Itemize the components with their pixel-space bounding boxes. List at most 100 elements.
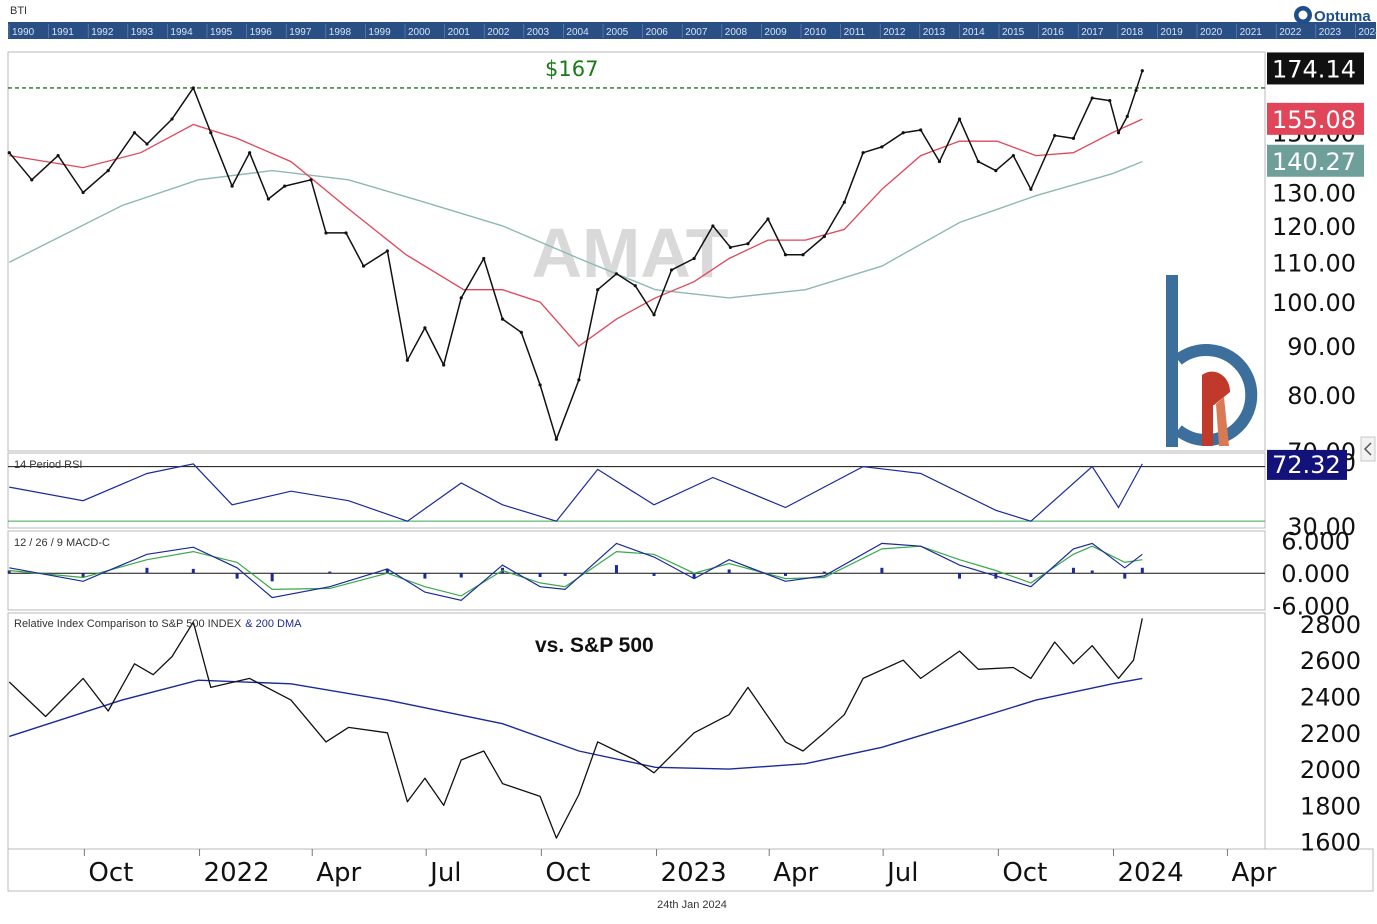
price-point [801, 253, 805, 257]
panel-scroll-handle[interactable] [1360, 436, 1376, 462]
timeline-bar[interactable] [8, 22, 1376, 39]
timeline-year-label: 2017 [1081, 27, 1104, 38]
price-point [309, 178, 313, 182]
relative-y-tick-label: 2200 [1300, 720, 1361, 748]
timeline-year-label: 2021 [1240, 27, 1263, 38]
relative-y-tick-label: 2800 [1300, 611, 1361, 639]
y-axes: 70.0080.0090.00100.00110.00120.00130.001… [1267, 52, 1364, 857]
ma200-badge-bg [1267, 144, 1364, 177]
macd-y-tick-label: 0.000 [1281, 560, 1350, 588]
x-tick-label: Apr [1231, 858, 1276, 888]
timeline-year-label: 2016 [1042, 27, 1065, 38]
price-point [633, 284, 637, 288]
x-tick-label: Jul [885, 858, 918, 888]
price-point [519, 330, 523, 334]
price-point [283, 184, 287, 188]
relative-y-tick-label: 1600 [1300, 829, 1361, 857]
price-point [324, 231, 328, 235]
timeline-year-label: 2002 [487, 27, 510, 38]
price-point [994, 169, 998, 173]
timeline-year-label: 2000 [408, 27, 431, 38]
price-point [442, 363, 446, 367]
rsi-panel [8, 463, 1265, 522]
price-point [711, 224, 715, 228]
price-point [1116, 131, 1121, 135]
price-point [30, 178, 34, 182]
rsi-last-badge-bg [1267, 449, 1347, 480]
timeline-year-label: 2020 [1200, 27, 1223, 38]
price-point [170, 117, 174, 121]
price-point [361, 264, 366, 268]
price-point [766, 217, 770, 221]
timeline-year-label: 1998 [329, 27, 352, 38]
price-point [500, 317, 505, 321]
price-panel [7, 69, 1265, 441]
timeline-year-label: 2009 [764, 27, 787, 38]
price-point [652, 313, 656, 317]
x-tick-label: Oct [1002, 858, 1047, 888]
price-point [56, 154, 60, 158]
price-point [344, 231, 348, 235]
x-axis: Oct 2022 Apr Jul Oct 2023 Apr Jul Oct 2024 Apr [83, 849, 1277, 888]
price-point [266, 197, 271, 201]
price-point [1029, 187, 1033, 191]
price-point [405, 358, 409, 362]
macd-y-tick-label: 6.000 [1281, 528, 1350, 556]
price-point [459, 296, 463, 300]
price-point [842, 200, 846, 204]
macd-panel-frame [7, 530, 1266, 611]
timeline-year-label: 1995 [210, 27, 233, 38]
relative-y-tick-label: 2000 [1300, 756, 1361, 784]
timeline-year-label: 2006 [646, 27, 669, 38]
price-point [106, 169, 110, 173]
optuma-logo-inner [1298, 10, 1308, 20]
price-point [538, 383, 542, 387]
timeline-year-label: 2015 [1002, 27, 1025, 38]
price-y-tick-label: 90.00 [1287, 333, 1356, 361]
relative-y-tick-label: 1800 [1300, 792, 1361, 820]
macd-title: 12 / 26 / 9 MACD-C [14, 537, 110, 549]
timeline-year-label: 2005 [606, 27, 629, 38]
timeline-year-label: 2001 [448, 27, 471, 38]
price-point [132, 131, 137, 135]
price-point [1140, 69, 1144, 73]
price-point [1125, 114, 1129, 118]
timeline-year-label: 2013 [923, 27, 946, 38]
timeline-year-label: 2024 [1358, 27, 1377, 38]
footer-date: 24th Jan 2024 [657, 899, 727, 911]
x-tick-label: 2022 [204, 858, 270, 888]
relative-line [8, 618, 1143, 839]
price-point [248, 151, 252, 155]
price-y-tick-label: 100.00 [1272, 289, 1356, 317]
rsi-last-badge-text: 72.32 [1272, 451, 1341, 479]
price-point [919, 128, 923, 132]
price-point [1134, 88, 1138, 93]
price-point [976, 159, 980, 164]
price-point [209, 131, 213, 135]
price-point [596, 288, 600, 292]
x-tick-label: Oct [545, 858, 590, 888]
x-tick-label: Apr [316, 858, 361, 888]
macd-line [9, 542, 1143, 601]
price-point [191, 86, 195, 90]
timeline-year-label: 1994 [170, 27, 193, 38]
timeline-year-label: 1993 [131, 27, 154, 38]
relative-title-suffix: & 200 DMA [245, 618, 302, 630]
last-price-badge-bg [1267, 52, 1364, 85]
price-y-tick-label: 130.00 [1272, 180, 1356, 208]
relative-annotation: vs. S&P 500 [535, 634, 654, 657]
price-point [937, 159, 942, 164]
price-point [822, 234, 826, 239]
macd-y-tick-label: -6.000 [1273, 593, 1350, 621]
relative-title: Relative Index Comparison to S&P 500 IND… [14, 618, 302, 630]
price-point [746, 242, 750, 246]
timeline-year-label: 2004 [566, 27, 589, 38]
price-point [728, 245, 732, 249]
price-point [1071, 136, 1076, 140]
relative-y-tick-label: 2600 [1300, 647, 1361, 675]
timeline-year-label: 2003 [527, 27, 550, 38]
price-point [230, 184, 234, 188]
price-point [1090, 96, 1094, 100]
timeline-year-label: 1990 [12, 27, 35, 38]
price-point [957, 117, 962, 121]
